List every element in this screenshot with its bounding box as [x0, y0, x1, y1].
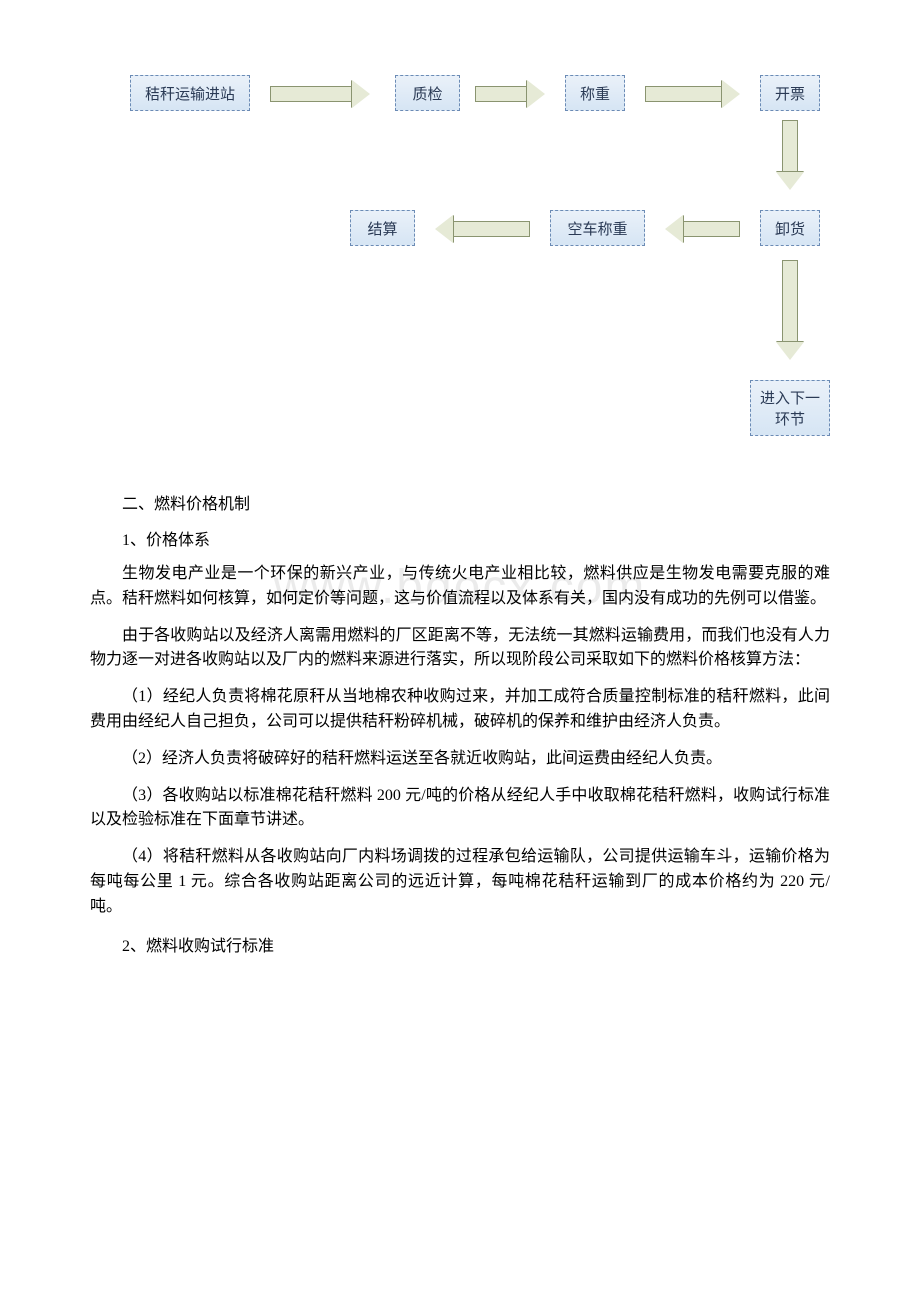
flow-node: 秸秆运输进站	[130, 75, 250, 111]
flow-arrow	[270, 80, 370, 108]
flow-node: 结算	[350, 210, 415, 246]
flow-node: 开票	[760, 75, 820, 111]
paragraph: 由于各收购站以及经济人离需用燃料的厂区距离不等，无法统一其燃料运输费用，而我们也…	[90, 624, 830, 674]
flow-arrow	[665, 215, 740, 243]
subheading-1: 1、价格体系	[90, 526, 830, 550]
paragraph: （1）经纪人负责将棉花原秆从当地棉农种收购过来，并加工成符合质量控制标准的秸秆燃…	[90, 685, 830, 735]
paragraph: （3）各收购站以标准棉花秸秆燃料 200 元/吨的价格从经纪人手中收取棉花秸秆燃…	[90, 784, 830, 834]
flow-arrow	[776, 120, 804, 190]
subheading-2: 2、燃料收购试行标准	[90, 932, 830, 956]
flow-arrow	[776, 260, 804, 360]
flowchart: 秸秆运输进站 质检 称重 开票卸货 空车称重 结算进入下一环节	[90, 40, 830, 460]
flow-node: 称重	[565, 75, 625, 111]
flow-node: 卸货	[760, 210, 820, 246]
paragraph: （4）将秸秆燃料从各收购站向厂内料场调拨的过程承包给运输队，公司提供运输车斗，运…	[90, 845, 830, 919]
flow-arrow	[435, 215, 530, 243]
paragraph: （2）经济人负责将破碎好的秸秆燃料运送至各就近收购站，此间运费由经纪人负责。	[90, 747, 830, 772]
flow-node: 空车称重	[550, 210, 645, 246]
flow-node: 质检	[395, 75, 460, 111]
heading-2: 二、燃料价格机制	[90, 490, 830, 514]
flow-arrow	[475, 80, 545, 108]
document-body: 二、燃料价格机制 1、价格体系 生物发电产业是一个环保的新兴产业，与传统火电产业…	[90, 490, 830, 956]
flow-arrow	[645, 80, 740, 108]
flow-node: 进入下一环节	[750, 380, 830, 436]
paragraph: 生物发电产业是一个环保的新兴产业，与传统火电产业相比较，燃料供应是生物发电需要克…	[90, 562, 830, 612]
